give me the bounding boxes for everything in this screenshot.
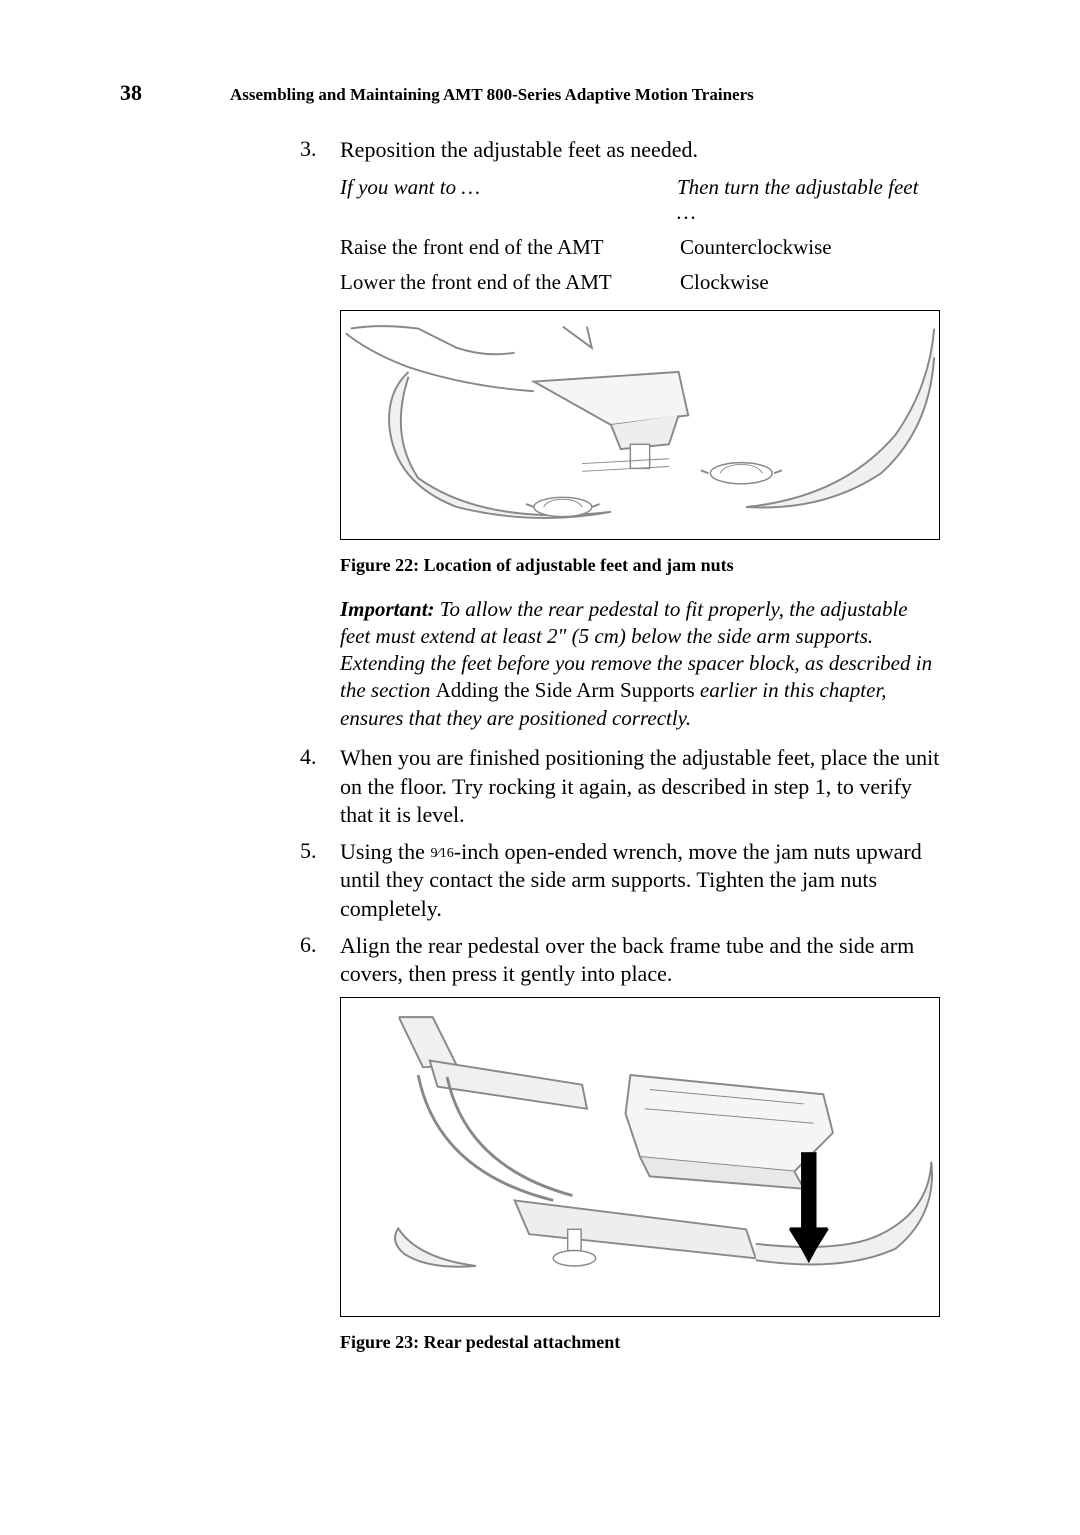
rear-pedestal-diagram (341, 1002, 939, 1312)
step-text: When you are finished positioning the ad… (340, 744, 940, 830)
table-cell: Lower the front end of the AMT (340, 270, 680, 295)
table-cell: Counterclockwise (680, 235, 832, 260)
figure-23-caption: Figure 23: Rear pedestal attachment (340, 1332, 940, 1353)
step-number: 4. (300, 744, 340, 830)
step-4: 4. When you are finished positioning the… (300, 744, 940, 830)
step-text: Reposition the adjustable feet as needed… (340, 136, 698, 165)
table-header-row: If you want to … Then turn the adjustabl… (340, 175, 940, 225)
figure-23-image (340, 997, 940, 1317)
step-text: Using the 9⁄16-inch open-ended wrench, m… (340, 838, 940, 924)
important-label: Important: (340, 597, 435, 621)
step-number: 3. (300, 136, 340, 165)
adjustable-feet-diagram (341, 315, 939, 535)
important-upright: Adding the Side Arm Supports (436, 678, 695, 702)
main-content: 3. Reposition the adjustable feet as nee… (300, 136, 940, 1353)
figure-22-image (340, 310, 940, 540)
step-number: 6. (300, 932, 340, 989)
table-row: Lower the front end of the AMT Clockwise (340, 270, 940, 295)
table-cell: Clockwise (680, 270, 769, 295)
adjustment-table: If you want to … Then turn the adjustabl… (340, 175, 940, 295)
table-row: Raise the front end of the AMT Countercl… (340, 235, 940, 260)
step5-prefix: Using the (340, 839, 430, 864)
page-number: 38 (120, 80, 230, 106)
step-number: 5. (300, 838, 340, 924)
fraction-denominator: 16 (440, 846, 454, 861)
step-text: Align the rear pedestal over the back fr… (340, 932, 940, 989)
header-title: Assembling and Maintaining AMT 800-Serie… (230, 85, 754, 105)
table-cell: Raise the front end of the AMT (340, 235, 680, 260)
important-note: Important: To allow the rear pedestal to… (340, 596, 940, 732)
figure-22-caption: Figure 22: Location of adjustable feet a… (340, 555, 940, 576)
table-header-right: Then turn the adjustable feet … (677, 175, 940, 225)
step-6: 6. Align the rear pedestal over the back… (300, 932, 940, 989)
step-5: 5. Using the 9⁄16-inch open-ended wrench… (300, 838, 940, 924)
table-header-left: If you want to … (340, 175, 677, 225)
page-header: 38 Assembling and Maintaining AMT 800-Se… (120, 80, 960, 106)
step-3: 3. Reposition the adjustable feet as nee… (300, 136, 940, 165)
